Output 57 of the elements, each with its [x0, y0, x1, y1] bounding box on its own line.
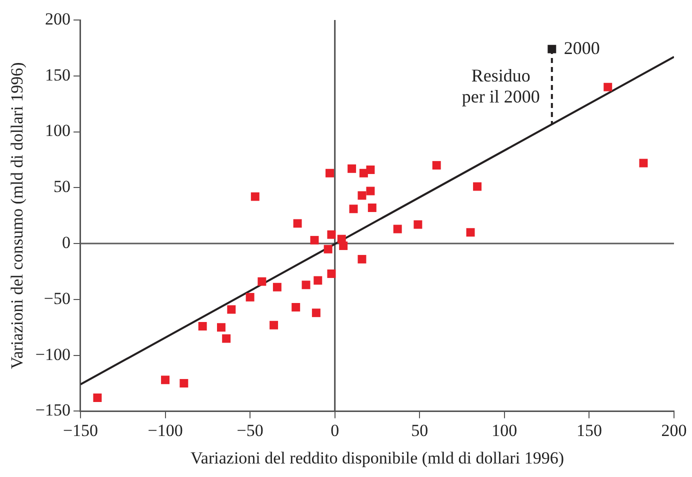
point: [358, 254, 366, 264]
point: [366, 166, 375, 174]
point: [216, 323, 226, 332]
point: [432, 161, 441, 170]
point: [227, 305, 236, 314]
point: [548, 44, 556, 54]
y-axis-title: Variazioni del consumo (mld di dollari 1996): [8, 62, 27, 370]
point: [250, 192, 260, 201]
y-tick-label: 0: [62, 233, 70, 252]
point: [339, 242, 348, 250]
point: [324, 244, 332, 254]
point: [272, 282, 282, 292]
point: [366, 186, 375, 196]
x-tick-label: 100: [492, 420, 518, 440]
point: [604, 82, 612, 92]
point: [302, 280, 310, 290]
x-tick-label: −50: [236, 420, 264, 440]
point: [198, 322, 207, 330]
point: [310, 236, 319, 244]
point: [246, 292, 254, 302]
point: [222, 334, 231, 343]
point: [161, 376, 170, 384]
point: [312, 308, 320, 318]
x-tick-label: 200: [661, 420, 687, 440]
x-tick-label: 50: [411, 420, 428, 440]
point: [270, 320, 278, 330]
y-tick-label: −50: [44, 288, 70, 308]
point: [314, 276, 322, 285]
point: [327, 230, 336, 239]
point: [326, 168, 334, 178]
point: [258, 277, 266, 286]
annotation: 2000: [564, 38, 600, 58]
point: [180, 379, 188, 388]
point: [466, 228, 475, 237]
point: [414, 220, 422, 229]
y-tick-label: −100: [35, 344, 70, 364]
point: [639, 158, 648, 168]
x-tick-label: 150: [576, 420, 602, 440]
x-axis-title: Variazioni del reddito disponibile (mld di dollari 1996): [190, 448, 564, 468]
point: [348, 164, 356, 173]
y-tick-label: 150: [44, 65, 70, 84]
x-tick-label: 0: [330, 420, 340, 440]
point: [292, 303, 300, 312]
y-tick-label: 200: [44, 9, 70, 28]
annotation: Residuo per il 2000: [462, 65, 540, 106]
point: [473, 182, 482, 191]
point: [358, 191, 366, 200]
point: [327, 269, 336, 278]
point: [393, 224, 402, 234]
point: [368, 204, 376, 212]
x-tick-label: −100: [148, 420, 183, 440]
point: [93, 394, 102, 402]
point: [349, 204, 358, 214]
point: [293, 219, 302, 228]
y-tick-label: 50: [53, 177, 70, 196]
y-tick-label: −150: [35, 400, 70, 420]
y-tick-label: 100: [44, 121, 70, 140]
